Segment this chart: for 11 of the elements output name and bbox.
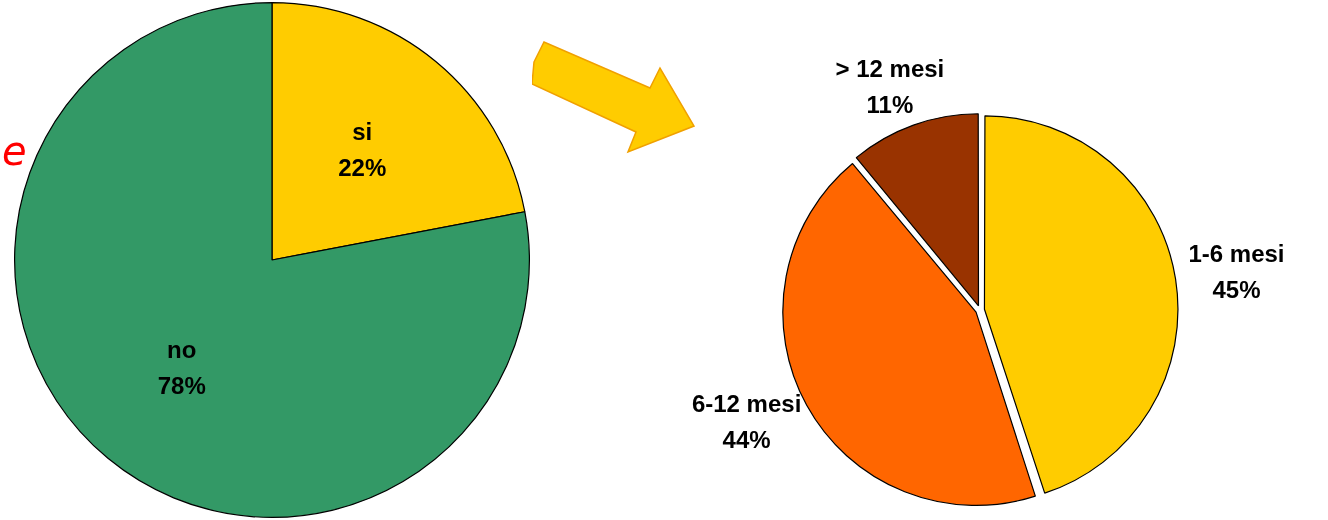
slice-label: no <box>167 335 197 363</box>
slice-label: 6-12 mesi <box>691 390 802 418</box>
slice-label: si <box>352 117 373 145</box>
slice-label: > 12 mesi <box>835 54 945 82</box>
data-label: 45% <box>1212 275 1261 303</box>
data-label: 22% <box>338 153 387 181</box>
data-label: 78% <box>157 371 206 399</box>
slice-label: 1-6 mesi <box>1188 239 1285 267</box>
text: e <box>2 128 27 174</box>
data-label: 11% <box>866 90 914 118</box>
data-label: 44% <box>722 426 771 454</box>
